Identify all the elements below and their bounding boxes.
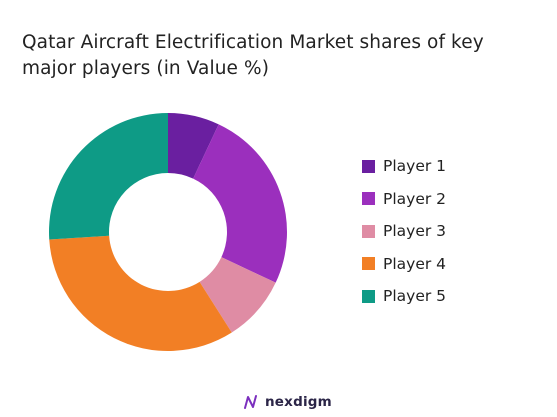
legend-swatch	[362, 192, 375, 205]
legend-item-player-3: Player 3	[362, 221, 542, 241]
legend-label: Player 2	[383, 189, 447, 208]
nexdigm-logo-icon	[244, 395, 257, 409]
legend-swatch	[362, 289, 375, 303]
legend-item-player-2: Player 2	[362, 189, 542, 209]
legend-label: Player 3	[383, 222, 447, 240]
nexdigm-logo: nexdigm	[243, 393, 332, 411]
slice-player-2	[193, 124, 287, 283]
logo-text: nexdigm	[265, 394, 332, 410]
legend-label: Player 5	[383, 287, 447, 305]
chart-title: Qatar Aircraft Electrification Market sh…	[22, 32, 484, 79]
legend-swatch	[362, 224, 375, 238]
legend-item-player-5: Player 5	[362, 286, 542, 306]
legend-swatch	[362, 159, 375, 173]
legend-label: Player 1	[383, 157, 447, 175]
slice-player-4	[49, 235, 232, 351]
chart-legend: Player 1 Player 2 Player 3 Player 4 Player 5	[362, 156, 542, 319]
legend-item-player-1: Player 1	[362, 156, 542, 176]
slice-player-3	[199, 257, 276, 333]
legend-swatch	[362, 257, 375, 270]
legend-label: Player 4	[383, 254, 447, 273]
legend-item-player-4: Player 4	[362, 254, 542, 274]
slice-player-5	[49, 113, 168, 240]
slice-player-1	[168, 113, 219, 179]
